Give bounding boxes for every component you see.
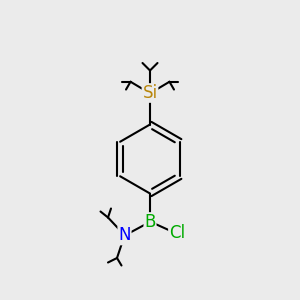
Text: Cl: Cl: [169, 224, 185, 242]
Text: Si: Si: [142, 84, 158, 102]
Text: B: B: [144, 213, 156, 231]
Text: N: N: [118, 226, 131, 244]
